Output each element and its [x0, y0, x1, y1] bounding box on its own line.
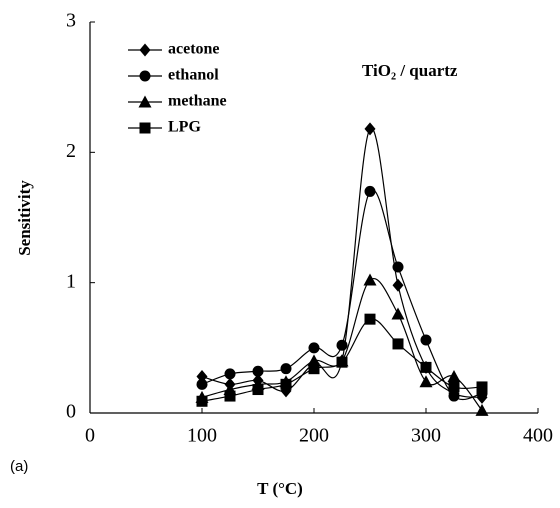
data-point — [419, 375, 433, 388]
legend-marker — [139, 43, 151, 57]
data-point — [196, 395, 208, 407]
y-tick-label: 0 — [66, 401, 76, 423]
data-point — [448, 381, 460, 393]
data-point — [475, 403, 489, 416]
y-tick-label: 1 — [66, 270, 76, 292]
data-point — [391, 307, 405, 320]
data-point — [420, 334, 432, 346]
y-axis-label: Sensitivity — [15, 180, 34, 256]
y-tick-label: 3 — [66, 10, 76, 32]
data-point — [448, 390, 460, 402]
data-point — [308, 342, 320, 354]
data-point — [224, 368, 236, 380]
data-point — [420, 361, 432, 373]
x-tick-label: 100 — [187, 425, 217, 447]
data-point — [392, 261, 404, 273]
data-point — [364, 122, 376, 136]
x-tick-label: 300 — [411, 425, 441, 447]
data-point — [252, 384, 264, 396]
x-tick-label: 400 — [523, 425, 553, 447]
panel-label: (a) — [10, 458, 28, 475]
data-point — [476, 381, 488, 393]
data-point — [363, 273, 377, 286]
data-point — [280, 378, 292, 390]
data-point — [280, 363, 292, 375]
data-point — [336, 356, 348, 368]
legend-marker — [138, 95, 152, 108]
data-point — [392, 338, 404, 350]
data-point — [224, 390, 236, 402]
annotation: TiO₂ / quartz — [362, 61, 458, 80]
data-point — [364, 185, 376, 197]
legend-label: ethanol — [168, 67, 219, 84]
legend-marker — [139, 122, 151, 134]
x-axis-label: T (°C) — [257, 479, 303, 498]
legend-label: LPG — [168, 119, 201, 136]
x-tick-label: 200 — [299, 425, 329, 447]
data-point — [364, 313, 376, 325]
data-point — [336, 339, 348, 351]
legend-marker — [139, 70, 151, 82]
x-tick-label: 0 — [85, 425, 95, 447]
data-point — [196, 378, 208, 390]
data-point — [392, 278, 404, 292]
y-tick-label: 2 — [66, 140, 76, 162]
legend-label: acetone — [168, 41, 220, 58]
series-line — [201, 189, 483, 401]
data-point — [308, 363, 320, 375]
data-point — [252, 365, 264, 377]
legend-label: methane — [168, 93, 227, 110]
data-point — [447, 370, 461, 383]
